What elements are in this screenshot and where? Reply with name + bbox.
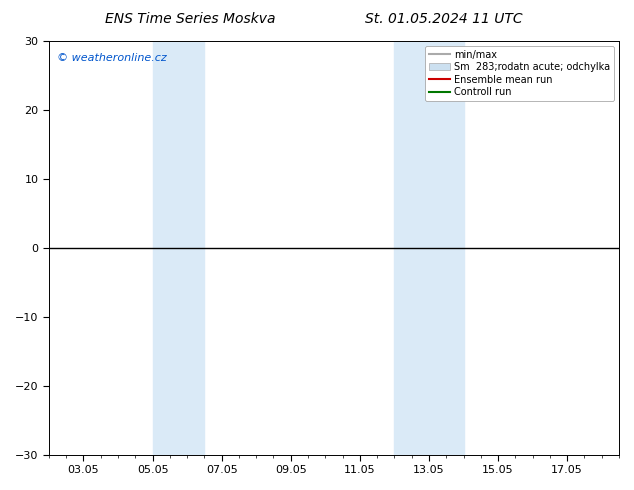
Bar <box>394 41 463 455</box>
Text: © weatheronline.cz: © weatheronline.cz <box>58 53 167 64</box>
Text: ENS Time Series Moskva: ENS Time Series Moskva <box>105 12 275 26</box>
Bar <box>153 41 204 455</box>
Text: St. 01.05.2024 11 UTC: St. 01.05.2024 11 UTC <box>365 12 522 26</box>
Legend: min/max, Sm  283;rodatn acute; odchylka, Ensemble mean run, Controll run: min/max, Sm 283;rodatn acute; odchylka, … <box>425 46 614 101</box>
